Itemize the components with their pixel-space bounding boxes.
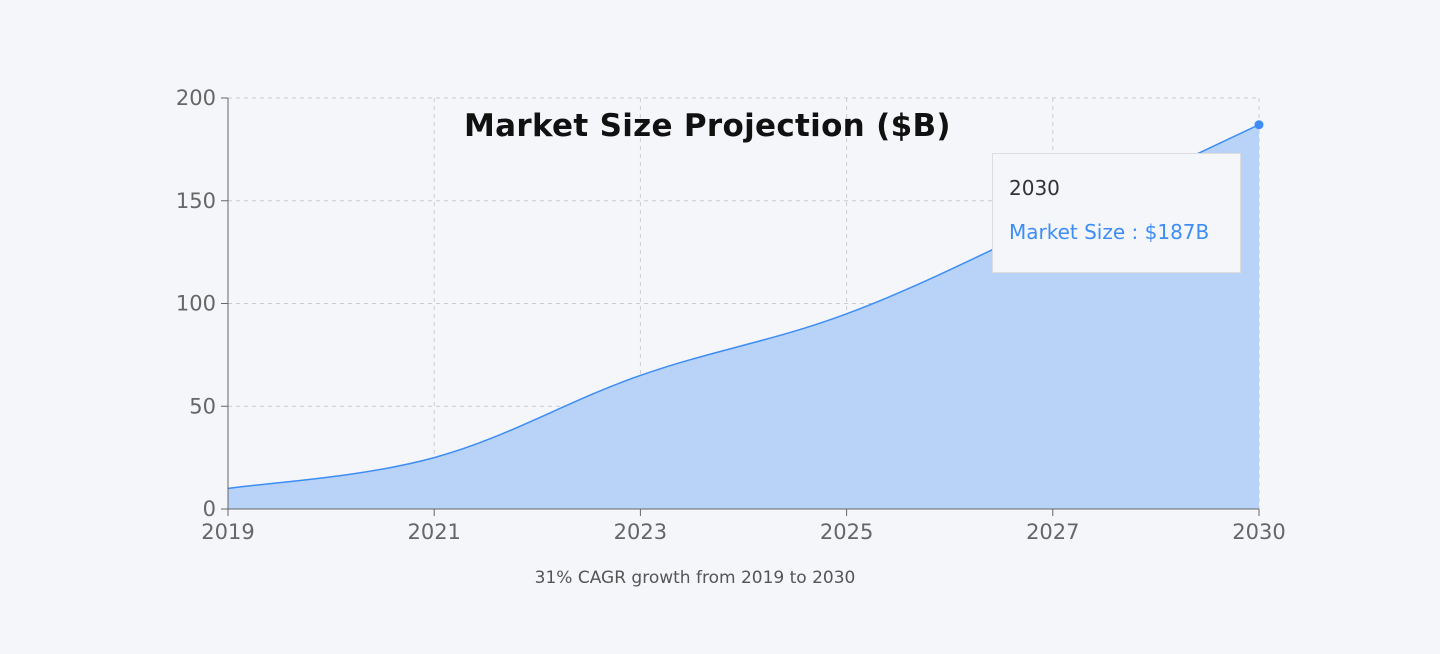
y-tick-label: 50 — [189, 394, 216, 418]
active-data-point — [1254, 120, 1264, 130]
chart-caption: 31% CAGR growth from 2019 to 2030 — [534, 568, 856, 588]
y-tick-label: 200 — [176, 86, 216, 110]
x-tick-label: 2023 — [614, 520, 667, 544]
chart-title: Market Size Projection ($B) — [464, 108, 951, 144]
x-tick-label: 2021 — [407, 520, 460, 544]
y-tick-label: 0 — [203, 497, 216, 521]
area-fill — [228, 124, 1259, 509]
x-tick-label: 2019 — [201, 520, 254, 544]
y-tick-label: 150 — [176, 189, 216, 213]
y-tick-label: 100 — [176, 292, 216, 316]
x-tick-label: 2025 — [820, 520, 873, 544]
tooltip-value: Market Size : $187B — [1009, 220, 1210, 244]
x-tick-label: 2027 — [1026, 520, 1079, 544]
tooltip-label: 2030 — [1009, 176, 1060, 200]
tooltip: 2030 Market Size : $187B — [992, 153, 1241, 273]
x-tick-label: 2030 — [1232, 520, 1285, 544]
